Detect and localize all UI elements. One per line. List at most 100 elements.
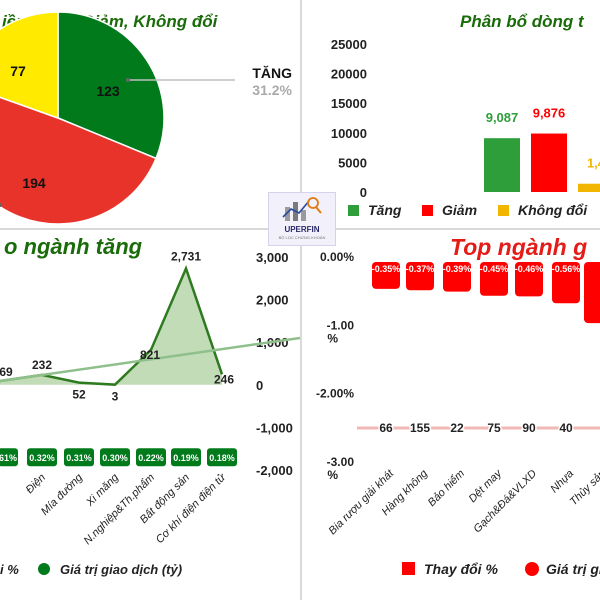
up-change-box: [100, 448, 130, 467]
down-value-label: 66: [379, 421, 393, 435]
flow-ytick-label: 25000: [331, 37, 367, 52]
flow-bar: [531, 133, 567, 192]
down-legend-label: Thay đổi %: [424, 561, 498, 577]
logo-graphic-icon: [282, 197, 322, 221]
pie-slice-1: [0, 96, 157, 225]
down-bar: [552, 262, 580, 304]
up-value-label: 52: [72, 388, 86, 402]
up-area: [0, 268, 222, 385]
flow-ytick-label: 10000: [331, 126, 367, 141]
down-ytick-unit: %: [327, 468, 338, 482]
up-ytick-label: -2,000: [256, 463, 293, 478]
flow-legend-label: Không đổi: [518, 202, 588, 218]
up-category-label: Cơ khí điện điện tử: [154, 471, 229, 546]
down-ytick-label: 0.00%: [320, 250, 354, 264]
flow-ytick-label: 15000: [331, 96, 367, 111]
up-change-label: 0.22%: [138, 453, 164, 463]
down-bar: [372, 262, 400, 289]
pie-value-label: 77: [10, 63, 26, 79]
top-down-title: Top ngành g: [450, 234, 588, 260]
pie-callout-value: 31.2%: [252, 82, 292, 98]
up-value-label: 821: [140, 348, 160, 362]
flow-value-label: 1,4: [587, 156, 600, 171]
flow-bar: [484, 138, 520, 192]
down-change-label: -0.56%: [552, 264, 581, 274]
up-change-box: [136, 448, 166, 467]
up-legend-marker: [38, 563, 50, 575]
pie-callout-label: TĂNG: [252, 65, 292, 81]
up-category-label: Điện: [24, 472, 48, 496]
top-up-panel: o ngành tăng 3,0002,0001,0000-1,000-2,00…: [0, 230, 300, 600]
down-change-label: -0.45%: [480, 264, 509, 274]
flow-legend-label: Giảm: [442, 202, 477, 218]
up-change-box: [0, 448, 18, 467]
down-value-label: 90: [522, 421, 536, 435]
down-ytick-label: -1.00: [327, 318, 355, 332]
top-up-chart: 3,0002,0001,0000-1,000-2,000692325238212…: [0, 249, 300, 577]
down-category-label: Gạch&Đá&VLXD: [471, 468, 539, 536]
down-category-label: Bảo hiểm: [426, 468, 467, 509]
down-legend-marker: [525, 562, 539, 576]
up-ytick-label: 2,000: [256, 293, 289, 308]
down-value-label: 155: [410, 421, 430, 435]
down-ytick-unit: %: [327, 331, 338, 345]
up-change-box: [207, 448, 237, 467]
top-down-panel: Top ngành g 0.00% -1.00% -2.00% -3.00% -0.35…: [302, 230, 600, 600]
pie-leader-dot: [126, 78, 130, 82]
down-category-label: Nhựa: [548, 468, 576, 496]
up-change-box: [27, 448, 57, 467]
pie-slice-0: [57, 11, 165, 160]
up-trend-line: [0, 336, 300, 383]
up-value-label: 246: [214, 372, 234, 386]
up-change-box: [171, 448, 201, 467]
down-change-label: -0.39%: [443, 264, 472, 274]
flow-title: Phân bổ dòng t: [460, 12, 584, 31]
flow-ytick-label: 20000: [331, 67, 367, 82]
down-change-label: -0.35%: [372, 264, 401, 274]
up-value-label: 69: [0, 365, 13, 379]
up-ytick-label: -1,000: [256, 420, 293, 435]
pie-slice-2: [0, 11, 59, 120]
flow-ytick-label: 5000: [338, 155, 367, 170]
top-up-title: o ngành tăng: [4, 234, 143, 259]
down-bar: [443, 262, 471, 292]
up-ytick-label: 0: [256, 378, 263, 393]
flow-value-label: 9,876: [533, 106, 566, 121]
up-value-label: 2,731: [171, 249, 201, 263]
up-change-label: 0.18%: [209, 453, 235, 463]
flow-bar-chart: 0 5000 10000 15000 20000 25000 9,087 9,876 1,4 Tă…: [331, 37, 600, 218]
up-category-label: hí: [0, 471, 1, 487]
pie-leader-dot-2: [0, 203, 2, 207]
flow-value-label: 9,087: [486, 110, 519, 125]
pie-value-label: 123: [96, 83, 120, 99]
top-down-chart: 0.00% -1.00% -2.00% -3.00% -0.35% -0.37% -0.39…: [316, 250, 600, 577]
up-value-label: 3: [112, 390, 119, 404]
down-bar: [480, 262, 508, 296]
down-ytick-label: -3.00: [327, 455, 355, 469]
logo-subtitle: BỘ LỌC CHỨNG KHOÁN: [278, 235, 326, 240]
down-value-label: 75: [487, 421, 501, 435]
flow-legend-swatch: [422, 205, 433, 216]
flow-legend-label: Tăng: [368, 202, 402, 218]
up-value-label: 232: [32, 358, 52, 372]
down-change-label: -0.37%: [406, 264, 435, 274]
down-ytick-label: -2.00%: [316, 387, 354, 401]
logo-name: UPERFIN: [284, 225, 320, 234]
up-change-label: 0.32%: [29, 453, 55, 463]
up-legend-label: i %: [0, 562, 19, 577]
down-legend-swatch: [402, 562, 415, 575]
pie-value-label: 194: [22, 175, 46, 191]
up-change-label: 61%: [0, 453, 17, 463]
flow-legend-swatch: [498, 205, 509, 216]
uperfin-logo: UPERFIN BỘ LỌC CHỨNG KHOÁN: [268, 192, 336, 246]
flow-ytick-label: 0: [360, 185, 367, 200]
down-value-label: 22: [450, 421, 464, 435]
down-bar: [584, 262, 600, 324]
up-change-label: 0.30%: [102, 453, 128, 463]
down-legend-label: Giá trị gia: [546, 561, 600, 577]
up-ytick-label: 3,000: [256, 250, 289, 265]
down-change-label: -0.46%: [515, 264, 544, 274]
pie-panel: iều Tăng, Giảm, Không đổi 123 194 77 TĂNG 31…: [0, 0, 300, 228]
flow-bar: [578, 183, 600, 192]
flow-legend-swatch: [348, 205, 359, 216]
